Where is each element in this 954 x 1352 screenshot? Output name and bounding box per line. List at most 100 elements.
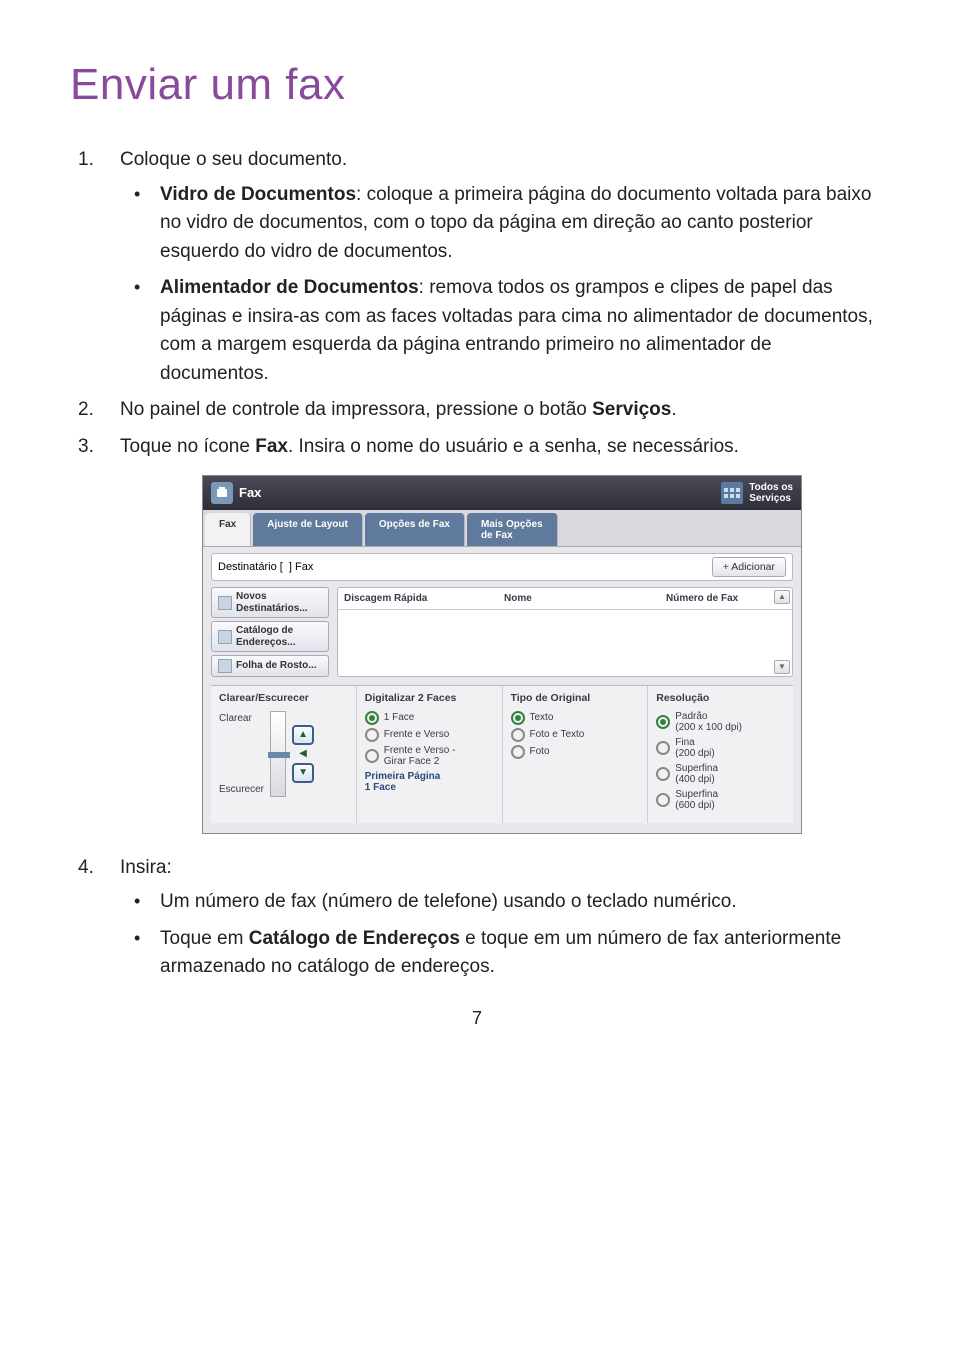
opt2-label-0: 1 Face <box>384 712 415 724</box>
opt3-item-0[interactable]: Texto <box>511 711 640 725</box>
opt2-title: Digitalizar 2 Faces <box>365 691 494 707</box>
step-1b-label: Alimentador de Documentos <box>160 277 419 298</box>
opt3-label-2: Foto <box>530 746 550 758</box>
scroll-down-button[interactable]: ▼ <box>774 660 790 674</box>
step-3-pre: Toque no ícone <box>120 436 255 457</box>
square-icon <box>218 659 232 673</box>
fax-panel: Fax Todos os Serviços Fax Ajuste de Layo… <box>202 475 802 834</box>
square-icon <box>218 596 232 610</box>
scroll-up-button[interactable]: ▲ <box>774 590 790 604</box>
titlebar-left: Fax <box>211 482 261 504</box>
panel-body: + Adicionar Novos Destinatários... Catál… <box>203 547 801 833</box>
recipient-list: Discagem Rápida Nome Número de Fax ▲ ▼ <box>337 587 793 677</box>
radio-icon <box>656 715 670 729</box>
radio-icon <box>365 728 379 742</box>
opt2-item-2[interactable]: Frente e Verso - Girar Face 2 <box>365 745 494 768</box>
slider-down-button[interactable]: ▼ <box>292 763 314 783</box>
opt3-label-1: Foto e Texto <box>530 729 585 741</box>
radio-icon <box>656 767 670 781</box>
col-speed-dial: Discagem Rápida <box>344 591 464 606</box>
opt4-label-2: Superfina (400 dpi) <box>675 763 718 786</box>
tab-bar: Fax Ajuste de Layout Opções de Fax Mais … <box>203 510 801 547</box>
left-button-column: Novos Destinatários... Catálogo de Ender… <box>211 587 329 677</box>
radio-icon <box>511 728 525 742</box>
address-book-button[interactable]: Catálogo de Endereços... <box>211 621 329 652</box>
opt4-item-2[interactable]: Superfina (400 dpi) <box>656 763 785 786</box>
opt2-item-3[interactable]: Primeira Página 1 Face <box>365 771 494 794</box>
step-4b: Toque em Catálogo de Endereços e toque e… <box>120 925 884 982</box>
all-services-label: Todos os Serviços <box>749 482 793 504</box>
option-original-type: Tipo de Original Texto Foto e Texto Foto <box>503 686 649 823</box>
opt2-item-0[interactable]: 1 Face <box>365 711 494 725</box>
mid-row: Novos Destinatários... Catálogo de Ender… <box>211 587 793 677</box>
tab-fax[interactable]: Fax <box>205 513 251 546</box>
opt4-item-0[interactable]: Padrão (200 x 100 dpi) <box>656 711 785 734</box>
fax-icon <box>211 482 233 504</box>
add-recipient-button[interactable]: + Adicionar <box>712 557 786 577</box>
step-2-pre: No painel de controle da impressora, pre… <box>120 399 592 420</box>
step-4-text: Insira: <box>120 857 172 878</box>
slider-group: Clarear Escurecer ▲ ◀ ▼ <box>219 711 348 797</box>
address-book-label: Catálogo de Endereços... <box>236 625 295 648</box>
opt3-title: Tipo de Original <box>511 691 640 707</box>
option-resolution: Resolução Padrão (200 x 100 dpi) Fina (2… <box>648 686 793 823</box>
option-lighten-darken: Clarear/Escurecer Clarear Escurecer ▲ ◀ … <box>211 686 357 823</box>
page-title: Enviar um fax <box>70 60 884 110</box>
opt2-item-1[interactable]: Frente e Verso <box>365 728 494 742</box>
cover-sheet-label: Folha de Rosto... <box>236 660 317 672</box>
radio-icon <box>365 711 379 725</box>
opt2-label-2: Frente e Verso - Girar Face 2 <box>384 745 456 768</box>
step-1-text: Coloque o seu documento. <box>120 149 347 170</box>
option-2-sided: Digitalizar 2 Faces 1 Face Frente e Vers… <box>357 686 503 823</box>
step-4a: Um número de fax (número de telefone) us… <box>120 888 884 917</box>
opt4-label-3: Superfina (600 dpi) <box>675 789 718 812</box>
panel-titlebar: Fax Todos os Serviços <box>203 476 801 510</box>
step-3-post: . Insira o nome do usuário e a senha, se… <box>288 436 739 457</box>
step-3: Toque no ícone Fax. Insira o nome do usu… <box>70 433 884 834</box>
radio-icon <box>511 745 525 759</box>
tab-layout[interactable]: Ajuste de Layout <box>253 513 363 546</box>
slider-arrow-buttons: ▲ ◀ ▼ <box>292 711 314 797</box>
slider-up-button[interactable]: ▲ <box>292 725 314 745</box>
slider-thumb[interactable] <box>268 752 290 758</box>
step-1a-label: Vidro de Documentos <box>160 184 356 205</box>
step-3-bold: Fax <box>255 436 288 457</box>
tab-fax-options[interactable]: Opções de Fax <box>365 513 465 546</box>
instruction-list: Coloque o seu documento. Vidro de Docume… <box>70 146 884 982</box>
radio-icon <box>365 749 379 763</box>
radio-icon <box>656 793 670 807</box>
all-services-button[interactable]: Todos os Serviços <box>721 482 793 504</box>
recipient-input[interactable] <box>218 561 706 573</box>
step-2-bold: Serviços <box>592 399 671 420</box>
tab-more-options[interactable]: Mais Opções de Fax <box>467 513 558 546</box>
lighten-darken-slider[interactable] <box>270 711 286 797</box>
step-1a: Vidro de Documentos: coloque a primeira … <box>120 181 884 267</box>
col-fax-number: Número de Fax <box>666 591 786 606</box>
step-2: No painel de controle da impressora, pre… <box>70 396 884 425</box>
step-2-post: . <box>671 399 676 420</box>
step-4b-pre: Toque em <box>160 928 249 949</box>
opt3-item-1[interactable]: Foto e Texto <box>511 728 640 742</box>
opt4-title: Resolução <box>656 691 785 707</box>
opt2-label-3: Primeira Página 1 Face <box>365 771 441 794</box>
slider-bottom-label: Escurecer <box>219 782 264 797</box>
new-recipients-label: Novos Destinatários... <box>236 591 308 614</box>
step-1-sublist: Vidro de Documentos: coloque a primeira … <box>120 181 884 389</box>
step-4: Insira: Um número de fax (número de tele… <box>70 854 884 982</box>
opt3-item-2[interactable]: Foto <box>511 745 640 759</box>
recipient-row: + Adicionar <box>211 553 793 581</box>
page-number: 7 <box>70 1008 884 1029</box>
radio-icon <box>656 741 670 755</box>
titlebar-title: Fax <box>239 483 261 503</box>
slider-labels: Clarear Escurecer <box>219 711 264 797</box>
services-grid-icon <box>721 482 743 504</box>
opt2-label-1: Frente e Verso <box>384 729 450 741</box>
cover-sheet-button[interactable]: Folha de Rosto... <box>211 655 329 677</box>
new-recipients-button[interactable]: Novos Destinatários... <box>211 587 329 618</box>
opt1-title: Clarear/Escurecer <box>219 691 348 707</box>
radio-icon <box>511 711 525 725</box>
step-4a-text: Um número de fax (número de telefone) us… <box>160 891 737 912</box>
opt4-label-0: Padrão (200 x 100 dpi) <box>675 711 742 734</box>
opt4-item-3[interactable]: Superfina (600 dpi) <box>656 789 785 812</box>
opt4-item-1[interactable]: Fina (200 dpi) <box>656 737 785 760</box>
